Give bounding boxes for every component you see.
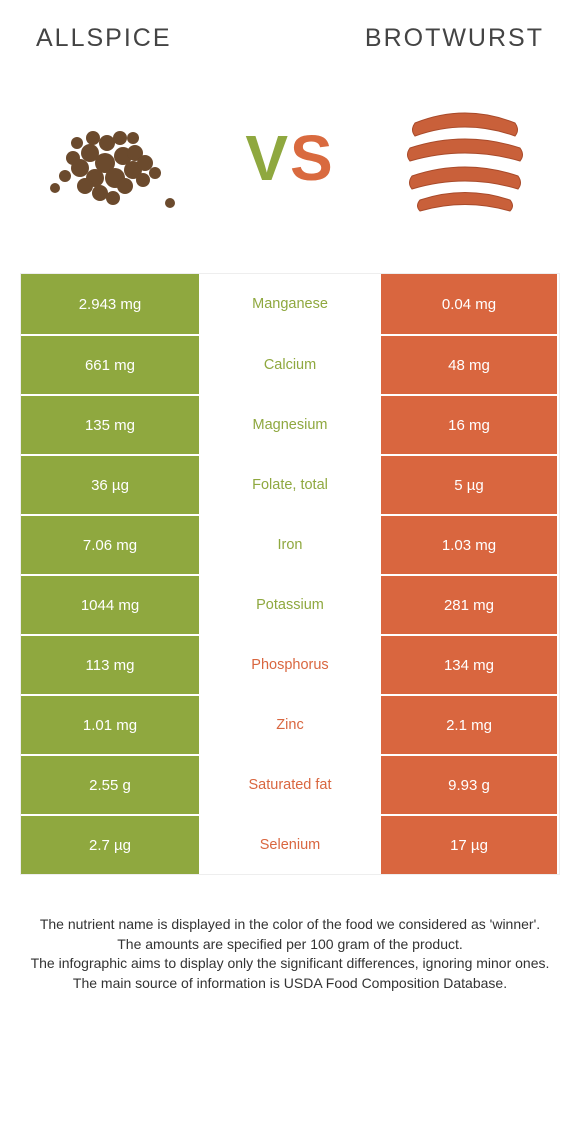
- right-value: 17 µg: [379, 816, 557, 874]
- left-food-title: Allspice: [36, 24, 172, 53]
- nutrient-label: Calcium: [201, 336, 379, 394]
- footer-line: The infographic aims to display only the…: [30, 954, 550, 974]
- table-row: 36 µgFolate, total5 µg: [21, 454, 559, 514]
- right-value: 48 mg: [379, 336, 557, 394]
- left-value: 135 mg: [21, 396, 201, 454]
- right-value: 0.04 mg: [379, 274, 557, 334]
- right-food-title: Brotwurst: [365, 24, 544, 53]
- images-row: VS: [0, 53, 580, 273]
- right-value: 16 mg: [379, 396, 557, 454]
- table-row: 661 mgCalcium48 mg: [21, 334, 559, 394]
- comparison-table: 2.943 mgManganese0.04 mg661 mgCalcium48 …: [20, 273, 560, 875]
- nutrient-label: Manganese: [201, 274, 379, 334]
- nutrient-label: Iron: [201, 516, 379, 574]
- table-row: 1044 mgPotassium281 mg: [21, 574, 559, 634]
- nutrient-label: Selenium: [201, 816, 379, 874]
- right-value: 134 mg: [379, 636, 557, 694]
- header: Allspice Brotwurst: [0, 0, 580, 53]
- right-value: 281 mg: [379, 576, 557, 634]
- left-value: 2.55 g: [21, 756, 201, 814]
- nutrient-label: Magnesium: [201, 396, 379, 454]
- right-value: 1.03 mg: [379, 516, 557, 574]
- left-value: 2.943 mg: [21, 274, 201, 334]
- vs-s: S: [290, 122, 335, 194]
- vs-label: VS: [245, 121, 334, 195]
- right-value: 9.93 g: [379, 756, 557, 814]
- right-value: 5 µg: [379, 456, 557, 514]
- table-row: 2.7 µgSelenium17 µg: [21, 814, 559, 874]
- brotwurst-image: [380, 83, 550, 233]
- nutrient-label: Saturated fat: [201, 756, 379, 814]
- allspice-icon: [35, 88, 195, 228]
- nutrient-label: Folate, total: [201, 456, 379, 514]
- table-row: 2.55 gSaturated fat9.93 g: [21, 754, 559, 814]
- left-value: 113 mg: [21, 636, 201, 694]
- table-row: 1.01 mgZinc2.1 mg: [21, 694, 559, 754]
- brotwurst-icon: [390, 88, 540, 228]
- left-value: 1.01 mg: [21, 696, 201, 754]
- table-row: 135 mgMagnesium16 mg: [21, 394, 559, 454]
- footer-notes: The nutrient name is displayed in the co…: [0, 875, 580, 993]
- left-value: 1044 mg: [21, 576, 201, 634]
- nutrient-label: Zinc: [201, 696, 379, 754]
- footer-line: The amounts are specified per 100 gram o…: [30, 935, 550, 955]
- footer-line: The main source of information is USDA F…: [30, 974, 550, 994]
- table-row: 2.943 mgManganese0.04 mg: [21, 274, 559, 334]
- footer-line: The nutrient name is displayed in the co…: [30, 915, 550, 935]
- nutrient-label: Phosphorus: [201, 636, 379, 694]
- nutrient-label: Potassium: [201, 576, 379, 634]
- left-value: 2.7 µg: [21, 816, 201, 874]
- left-value: 661 mg: [21, 336, 201, 394]
- left-value: 36 µg: [21, 456, 201, 514]
- right-value: 2.1 mg: [379, 696, 557, 754]
- vs-v: V: [245, 122, 290, 194]
- table-row: 7.06 mgIron1.03 mg: [21, 514, 559, 574]
- allspice-image: [30, 83, 200, 233]
- left-value: 7.06 mg: [21, 516, 201, 574]
- table-row: 113 mgPhosphorus134 mg: [21, 634, 559, 694]
